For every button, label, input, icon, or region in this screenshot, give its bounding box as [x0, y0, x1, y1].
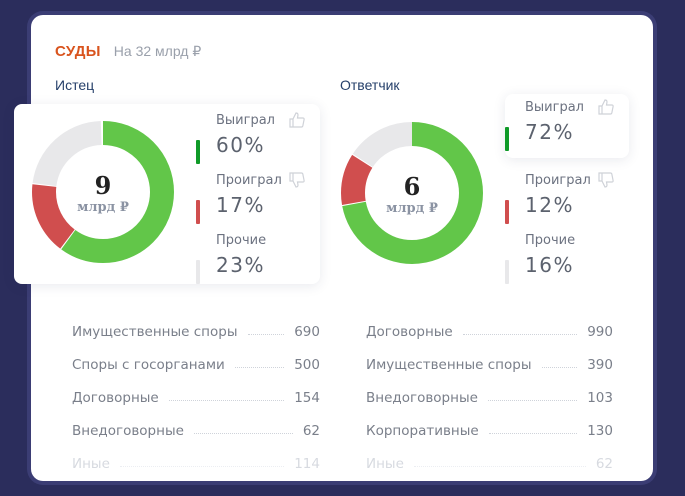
thumbs-up-icon [597, 98, 615, 116]
category-value: 390 [587, 357, 613, 373]
category-value: 114 [294, 456, 320, 472]
defendant-label: Ответчик [340, 77, 400, 93]
category-value: 62 [302, 423, 320, 439]
category-value: 690 [294, 324, 320, 340]
leader-dots [413, 465, 586, 467]
defendant-donut-chart: 6 млрд ₽ [341, 122, 483, 264]
donut-unit: млрд ₽ [386, 201, 438, 216]
donut-center-label: 9 млрд ₽ [32, 173, 174, 217]
leader-dots [487, 399, 578, 401]
legend-won: Выиграл 60% [196, 111, 316, 167]
legend-color-bar [196, 140, 200, 164]
leader-dots [247, 333, 285, 335]
category-label: Договорные [72, 390, 159, 406]
donut-svg [341, 122, 483, 264]
plaintiff-label: Истец [55, 77, 95, 93]
list-item: Договорные 990 [366, 322, 613, 342]
thumbs-down-icon [288, 171, 306, 189]
list-item: Имущественные споры 690 [72, 322, 320, 342]
donut-svg [32, 121, 174, 263]
leader-dots [119, 465, 285, 467]
donut-total: 6 [403, 172, 421, 201]
list-item: Имущественные споры 390 [366, 355, 613, 375]
category-value: 103 [587, 390, 613, 406]
leader-dots [462, 333, 578, 335]
plaintiff-chart-card: 9 млрд ₽ Выиграл 60% Проиграл 17% Прочие… [14, 104, 320, 284]
legend-label: Проиграл [216, 173, 282, 188]
leader-dots [488, 432, 578, 434]
plaintiff-donut-chart: 9 млрд ₽ [32, 121, 174, 263]
category-label: Имущественные споры [72, 324, 238, 340]
legend-lost: Проиграл 17% [196, 171, 316, 227]
legend-value: 60% [216, 133, 265, 157]
panel-title: СУДЫ [55, 43, 101, 60]
list-item: Споры с госорганами 500 [72, 355, 320, 375]
legend-value: 12% [525, 193, 574, 217]
category-label: Иные [72, 456, 110, 472]
list-item: Иные 62 [366, 454, 613, 474]
legend-value: 17% [216, 193, 265, 217]
list-item: Внедоговорные 62 [72, 421, 320, 441]
list-item: Внедоговорные 103 [366, 388, 613, 408]
leader-dots [234, 366, 285, 368]
list-item: Договорные 154 [72, 388, 320, 408]
leader-dots [168, 399, 285, 401]
category-label: Иные [366, 456, 404, 472]
donut-center-label: 6 млрд ₽ [341, 174, 483, 218]
category-label: Внедоговорные [366, 390, 478, 406]
panel-subtitle: На 32 млрд ₽ [113, 43, 202, 59]
legend-color-bar [505, 127, 509, 151]
legend-label: Прочие [216, 233, 267, 248]
category-label: Договорные [366, 324, 453, 340]
category-label: Имущественные споры [366, 357, 532, 373]
donut-total: 9 [94, 171, 112, 200]
category-label: Внедоговорные [72, 423, 184, 439]
category-value: 130 [587, 423, 613, 439]
category-value: 500 [294, 357, 320, 373]
legend-label: Прочие [525, 233, 576, 248]
legend-label: Выиграл [525, 100, 584, 115]
legend-value: 72% [525, 120, 574, 144]
legend-color-bar [505, 260, 509, 284]
thumbs-up-icon [288, 111, 306, 129]
legend-color-bar [196, 200, 200, 224]
panel-header: СУДЫ На 32 млрд ₽ [55, 43, 201, 60]
category-label: Споры с госорганами [72, 357, 225, 373]
legend-lost: Проиграл 12% [505, 171, 625, 227]
legend-value: 23% [216, 253, 265, 277]
list-item: Иные 114 [72, 454, 320, 474]
legend-color-bar [505, 200, 509, 224]
donut-unit: млрд ₽ [77, 200, 129, 215]
legend-label: Проиграл [525, 173, 591, 188]
legend-other: Прочие 23% [196, 233, 316, 287]
leader-dots [541, 366, 578, 368]
list-item: Корпоративные 130 [366, 421, 613, 441]
legend-value: 16% [525, 253, 574, 277]
legend-color-bar [196, 260, 200, 284]
category-value: 62 [595, 456, 613, 472]
category-label: Корпоративные [366, 423, 479, 439]
legend-other: Прочие 16% [505, 233, 625, 287]
legend-label: Выиграл [216, 113, 275, 128]
category-value: 990 [587, 324, 613, 340]
leader-dots [193, 432, 293, 434]
thumbs-down-icon [597, 171, 615, 189]
legend-won: Выиграл 72% [505, 98, 625, 154]
category-value: 154 [294, 390, 320, 406]
